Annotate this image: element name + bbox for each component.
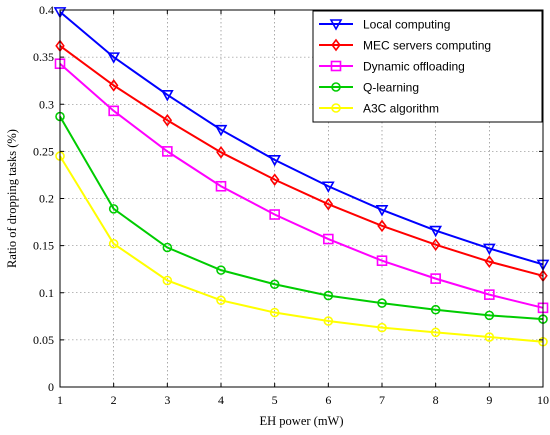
data-point-q-learning <box>430 304 441 315</box>
legend-item: Dynamic offloading <box>319 60 465 74</box>
legend-marker <box>330 60 342 72</box>
data-point-a3c-algorithm <box>377 322 387 333</box>
ticks: 1 2 3 4 5 6 7 8 9 10 0 0.05 0.1 0.15 0.2 0.25 0.3 0.35 0.4 <box>33 3 549 407</box>
data-point-local-computing <box>321 181 335 193</box>
data-point-dynamic-offloading <box>269 209 280 220</box>
legend-item: Local computing <box>319 18 450 32</box>
x-tick-label: 6 <box>325 393 331 407</box>
data-point-mec-servers-computing <box>430 238 441 252</box>
data-point-a3c-algorithm <box>269 307 280 318</box>
y-tick-label: 0.4 <box>39 3 54 17</box>
data-point-mec-servers-computing <box>484 255 495 268</box>
series-line-local-computing <box>59 11 544 266</box>
data-point-a3c-algorithm <box>430 327 441 338</box>
legend-item: Q-learning <box>319 81 419 95</box>
series-q-learning <box>55 111 548 324</box>
x-tick-label: 8 <box>433 393 439 407</box>
series-line-a3c-algorithm <box>59 155 544 343</box>
y-tick-label: 0.05 <box>33 333 54 347</box>
data-point-a3c-algorithm <box>323 316 334 326</box>
data-point-a3c-algorithm <box>216 295 226 306</box>
data-point-dynamic-offloading <box>430 273 441 284</box>
data-point-q-learning <box>323 290 334 301</box>
data-point-local-computing <box>375 205 389 217</box>
legend-label: Dynamic offloading <box>363 60 465 74</box>
data-point-local-computing <box>429 225 443 238</box>
data-point-q-learning <box>269 279 280 290</box>
legend-marker <box>331 103 341 113</box>
data-point-mec-servers-computing <box>162 113 173 127</box>
y-tick-label: 0.15 <box>33 239 54 253</box>
data-point-q-learning <box>216 265 226 275</box>
series-a3c-algorithm <box>55 151 548 347</box>
data-point-local-computing <box>482 243 496 256</box>
series-layer <box>53 7 550 347</box>
data-point-a3c-algorithm <box>108 238 119 249</box>
data-point-q-learning <box>108 204 119 214</box>
y-tick-label: 0.1 <box>39 286 54 300</box>
data-point-mec-servers-computing <box>216 145 226 159</box>
x-tick-label: 10 <box>537 393 549 407</box>
y-tick-label: 0.35 <box>33 50 54 64</box>
data-point-dynamic-offloading <box>323 233 334 245</box>
data-point-q-learning <box>377 298 387 308</box>
data-point-dynamic-offloading <box>162 146 173 157</box>
x-tick-label: 5 <box>272 393 278 407</box>
data-point-a3c-algorithm <box>162 275 173 286</box>
x-tick-label: 4 <box>218 393 224 407</box>
series-line-dynamic-offloading <box>59 62 544 309</box>
legend-label: MEC servers computing <box>363 39 491 53</box>
legend: Local computing MEC servers computing Dyna… <box>312 10 543 123</box>
grid <box>60 10 543 387</box>
data-point-q-learning <box>484 310 495 321</box>
x-tick-label: 9 <box>486 393 492 407</box>
data-point-local-computing <box>268 155 282 167</box>
x-tick-label: 2 <box>111 393 117 407</box>
data-point-mec-servers-computing <box>377 219 387 233</box>
x-tick-label: 1 <box>57 393 63 407</box>
data-point-dynamic-offloading <box>376 255 388 267</box>
legend-marker <box>329 19 343 31</box>
x-tick-label: 7 <box>379 393 385 407</box>
data-point-a3c-algorithm <box>484 332 495 342</box>
y-tick-label: 0.2 <box>39 192 54 206</box>
data-point-local-computing <box>160 90 174 102</box>
y-axis-title: Ratio of dropping tasks (%) <box>5 129 19 268</box>
data-point-mec-servers-computing <box>108 79 119 92</box>
data-point-mec-servers-computing <box>269 173 280 186</box>
data-point-dynamic-offloading <box>108 105 119 117</box>
data-point-q-learning <box>162 242 173 253</box>
x-tick-label: 3 <box>164 393 170 407</box>
legend-label: Q-learning <box>363 81 419 95</box>
data-point-mec-servers-computing <box>323 197 334 211</box>
legend-item: A3C algorithm <box>319 102 439 116</box>
series-line-mec-servers-computing <box>59 45 544 277</box>
series-line-q-learning <box>59 116 544 321</box>
data-point-dynamic-offloading <box>484 289 495 300</box>
y-tick-label: 0.25 <box>33 144 54 158</box>
legend-marker <box>331 82 341 92</box>
y-tick-label: 0 <box>48 380 54 394</box>
legend-label: A3C algorithm <box>363 102 439 116</box>
data-point-local-computing <box>107 52 121 64</box>
y-tick-label: 0.3 <box>39 97 54 111</box>
data-point-local-computing <box>214 124 228 137</box>
data-point-dynamic-offloading <box>215 180 227 192</box>
legend-item: MEC servers computing <box>319 39 491 53</box>
x-axis-title: EH power (mW) <box>260 414 344 428</box>
series-dynamic-offloading <box>54 58 549 314</box>
data-point-local-computing <box>53 7 67 19</box>
legend-marker <box>331 38 341 52</box>
legend-label: Local computing <box>363 18 450 32</box>
